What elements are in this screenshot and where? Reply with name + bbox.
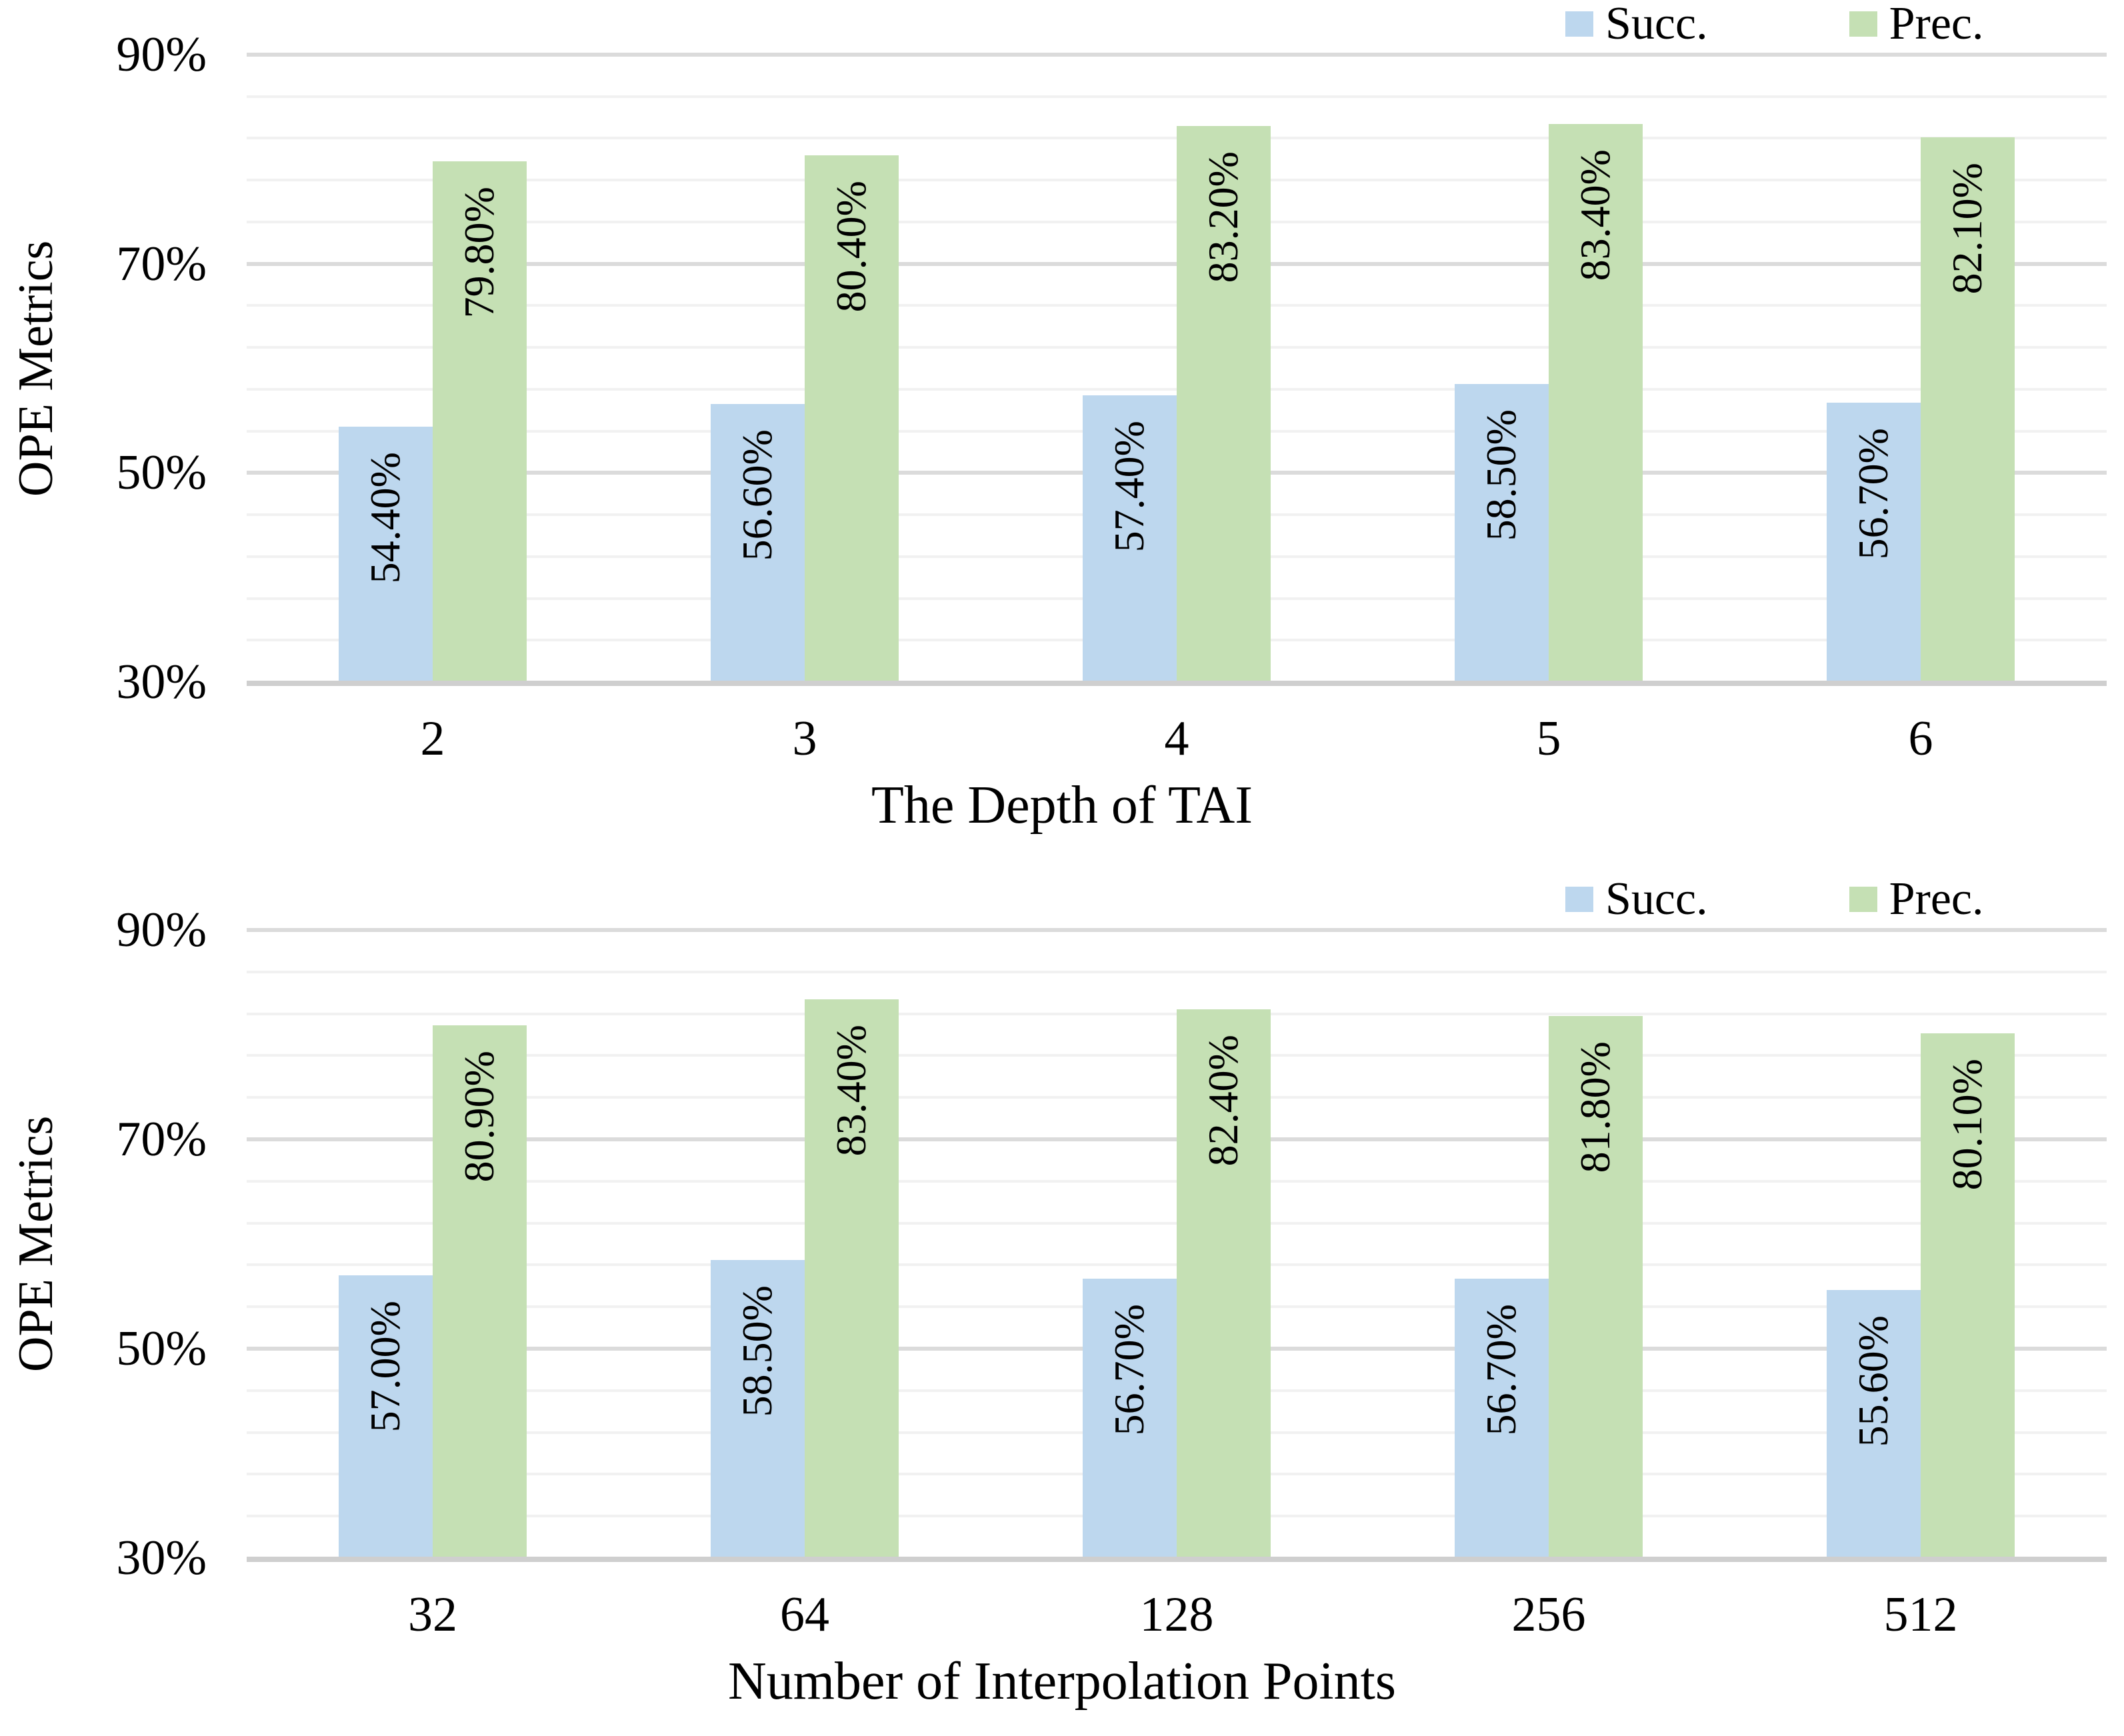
y-tick-label: 70% — [116, 236, 207, 291]
bar-succ — [339, 427, 433, 682]
y-tick-label: 90% — [116, 903, 207, 957]
legend-label-succ: Succ. — [1605, 0, 1708, 49]
bar-succ — [1827, 403, 1921, 682]
legend-swatch-prec-icon — [1849, 11, 1877, 37]
y-tick-label: 90% — [116, 27, 207, 82]
x-category-label: 128 — [1139, 1587, 1214, 1642]
x-category-label: 3 — [792, 711, 817, 766]
gridline-minor — [247, 970, 2107, 973]
legend: Succ. Prec. — [1565, 873, 1984, 926]
x-axis-title: The Depth of TAI — [871, 776, 1253, 835]
legend-swatch-succ-icon — [1565, 11, 1593, 37]
y-axis-title: OPE Metrics — [9, 1115, 63, 1372]
x-category-label: 256 — [1511, 1587, 1586, 1642]
gridline-minor — [247, 95, 2107, 98]
x-category-label: 64 — [780, 1587, 829, 1642]
legend-label-succ: Succ. — [1605, 873, 1708, 925]
bar-prec — [1549, 1015, 1643, 1558]
y-tick-label: 50% — [116, 1321, 207, 1376]
bar-succ — [1827, 1290, 1921, 1558]
legend-item-prec: Prec. — [1849, 873, 1984, 926]
x-category-label: 32 — [408, 1587, 457, 1642]
y-tick-label: 70% — [116, 1112, 207, 1167]
gridline-major — [247, 53, 2107, 57]
y-tick-label: 30% — [116, 1531, 207, 1585]
legend-item-prec: Prec. — [1849, 0, 1984, 51]
bar-prec — [433, 161, 527, 682]
legend-swatch-prec-icon — [1849, 887, 1877, 912]
bar-prec — [805, 999, 899, 1558]
bar-prec — [1921, 137, 2015, 682]
plot-area: 30% 50% 70% 90% 57.00% 80.90% 32 58.50% 83.40% 64… — [116, 903, 2107, 1642]
legend-label-prec: Prec. — [1889, 0, 1984, 49]
plot-area: 30% 50% 70% 90% 54.40% 79.80% 2 56.60% 80.40% 3 57… — [116, 27, 2107, 766]
x-category-label: 512 — [1883, 1587, 1958, 1642]
bar-succ — [1083, 395, 1177, 682]
bar-succ — [339, 1275, 433, 1558]
bar-prec — [433, 1025, 527, 1558]
bar-succ — [711, 1259, 805, 1558]
bar-prec — [1177, 1009, 1271, 1558]
bar-succ — [1455, 384, 1549, 682]
bar-succ — [1455, 1278, 1549, 1558]
y-axis-title: OPE Metrics — [9, 240, 63, 497]
gridline-major — [247, 928, 2107, 932]
x-axis-title: Number of Interpolation Points — [727, 1652, 1397, 1711]
x-category-label: 6 — [1908, 711, 1933, 766]
bar-prec — [1177, 125, 1271, 682]
x-category-label: 4 — [1164, 711, 1189, 766]
y-tick-label: 50% — [116, 445, 207, 501]
x-category-label: 2 — [420, 711, 445, 766]
bar-prec — [1549, 123, 1643, 682]
bar-prec — [805, 155, 899, 682]
x-axis-line — [247, 1557, 2107, 1562]
legend-swatch-succ-icon — [1565, 887, 1593, 912]
bar-prec — [1921, 1033, 2015, 1558]
x-category-label: 5 — [1536, 711, 1561, 766]
x-axis-line — [247, 681, 2107, 686]
y-tick-label: 30% — [116, 655, 207, 709]
legend-label-prec: Prec. — [1889, 873, 1984, 925]
bar-succ — [711, 403, 805, 682]
legend: Succ. Prec. — [1565, 0, 1984, 51]
legend-item-succ: Succ. — [1565, 0, 1708, 51]
legend-item-succ: Succ. — [1565, 873, 1708, 926]
bar-succ — [1083, 1278, 1177, 1558]
